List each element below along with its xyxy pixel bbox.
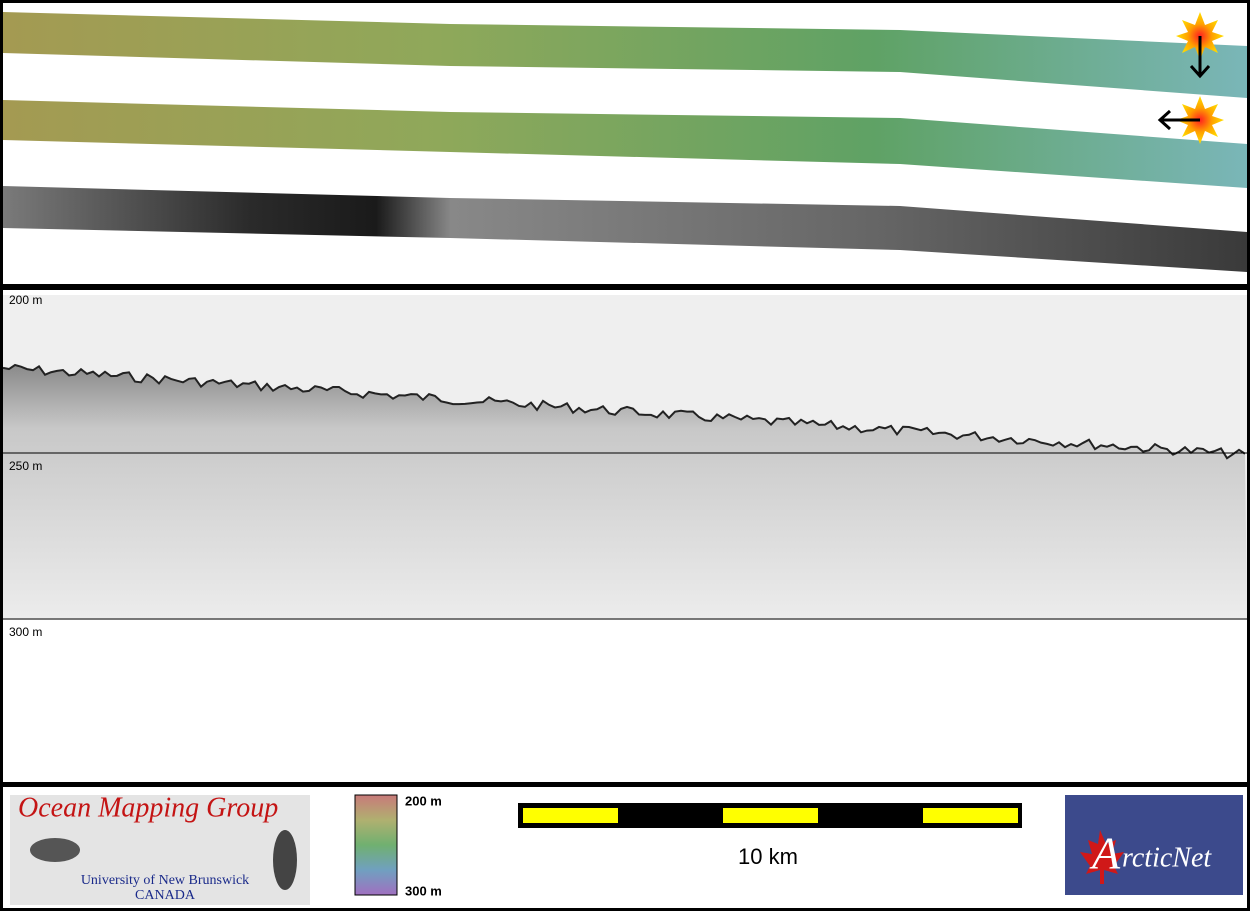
- divider: [0, 782, 1250, 787]
- depth-label: 200 m: [9, 293, 42, 307]
- logo-text: rcticNet: [1122, 842, 1212, 873]
- logo-initial: A: [1089, 828, 1121, 879]
- seafloor-line: [2, 363, 1246, 460]
- divider: [0, 284, 1250, 290]
- bathymetry-strip-shaded: [3, 100, 1247, 188]
- colorbar: [354, 794, 398, 896]
- backscatter-strip: [3, 186, 1247, 272]
- sun-icon: [1176, 12, 1224, 79]
- logo-line: University of New Brunswick: [81, 873, 249, 888]
- colorbar-label: 200 m: [405, 793, 442, 808]
- subbottom: [3, 364, 1247, 619]
- colorbar-label: 300 m: [405, 883, 442, 898]
- logo-title: Ocean Mapping Group: [18, 792, 278, 823]
- sun-icon: [1157, 96, 1224, 144]
- scale-bar: [518, 803, 1022, 828]
- depth-label: 250 m: [9, 459, 42, 473]
- bathymetry-strip: [3, 12, 1247, 98]
- scale-label: 10 km: [738, 844, 798, 869]
- omg-logo: Ocean Mapping Group University of New Br…: [10, 792, 310, 905]
- depth-label: 300 m: [9, 625, 42, 639]
- arcticnet-logo: A rcticNet: [1065, 795, 1243, 895]
- logo-line: CANADA: [135, 888, 196, 903]
